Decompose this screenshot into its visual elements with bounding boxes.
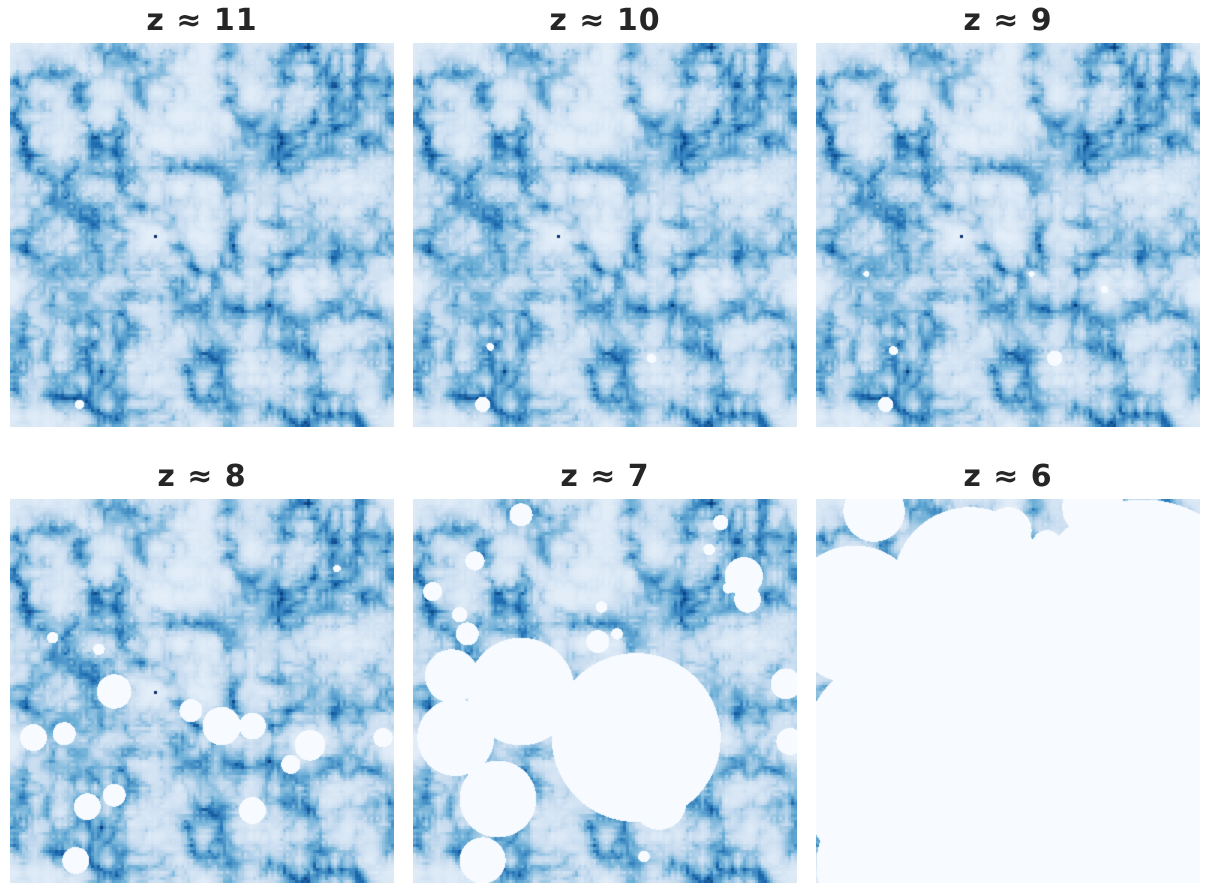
- heatmap-field: [816, 499, 1200, 883]
- panel-title: z ≈ 7: [413, 457, 797, 497]
- heatmap-field: [816, 43, 1200, 427]
- panel-title: z ≈ 9: [816, 1, 1200, 41]
- panel-title: z ≈ 10: [413, 1, 797, 41]
- heatmap-field: [413, 499, 797, 883]
- heatmap-field: [10, 499, 394, 883]
- heatmap-field: [413, 43, 797, 427]
- panel-title: z ≈ 8: [10, 457, 394, 497]
- panel-title: z ≈ 6: [816, 457, 1200, 497]
- heatmap-field: [10, 43, 394, 427]
- panel-title: z ≈ 11: [10, 1, 394, 41]
